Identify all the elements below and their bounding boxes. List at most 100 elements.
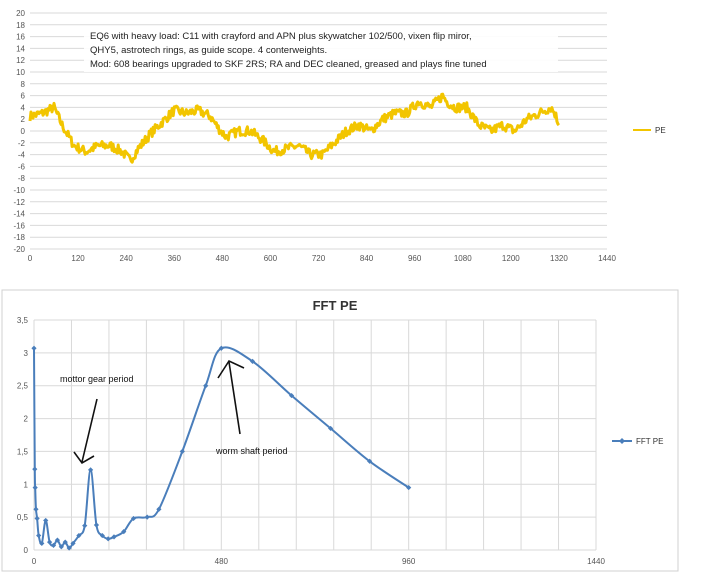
fft-y-tick-label: 2 <box>24 415 29 424</box>
fft-x-tick-label: 0 <box>32 557 37 566</box>
fft-y-tick-label: 1,5 <box>17 447 29 456</box>
fft-chart-title: FFT PE <box>313 298 358 313</box>
pe-y-tick-label: -20 <box>13 245 25 254</box>
fft-data-point <box>36 532 42 539</box>
pe-y-tick-label: -18 <box>13 233 25 242</box>
fft-data-point <box>367 458 373 464</box>
fft-data-point <box>111 534 117 540</box>
pe-y-tick-label: -10 <box>13 186 25 195</box>
fft-legend-marker <box>619 438 625 444</box>
pe-y-tick-label: -14 <box>13 210 25 219</box>
fft-data-point <box>87 467 94 473</box>
fft-data-point <box>99 532 105 539</box>
fft-chart-x-ticks: 0 480 960 1440 <box>32 557 606 566</box>
pe-annotation-line-3: Mod: 608 bearings upgraded to SKF 2RS; R… <box>90 59 487 70</box>
pe-chart-y-ticks: 20181614121086420-2-4-6-8-10-12-14-16-18… <box>13 9 25 254</box>
pe-x-tick-label: 600 <box>264 254 278 263</box>
fft-data-point <box>43 517 49 524</box>
fft-series-line <box>33 346 410 549</box>
fft-data-point <box>62 539 68 545</box>
pe-y-tick-label: 12 <box>16 56 25 65</box>
fft-data-point <box>249 358 256 364</box>
pe-y-tick-label: -12 <box>13 198 25 207</box>
fft-data-point <box>70 540 76 547</box>
pe-x-tick-label: 120 <box>71 254 85 263</box>
fft-data-point <box>58 544 64 550</box>
pe-x-tick-label: 840 <box>360 254 374 263</box>
pe-x-tick-label: 1320 <box>550 254 568 263</box>
pe-x-tick-label: 1080 <box>454 254 472 263</box>
pe-series-line <box>28 92 561 164</box>
fft-y-tick-label: 2,5 <box>17 382 29 391</box>
fft-data-point <box>50 542 57 548</box>
fft-data-point <box>288 392 295 399</box>
worm-shaft-annotation: worm shaft period <box>215 446 288 456</box>
fft-data-point <box>66 545 72 551</box>
pe-y-tick-label: 2 <box>21 115 26 124</box>
fft-data-point <box>179 448 185 455</box>
pe-annotation-line-1: EQ6 with heavy load: C11 with crayford a… <box>90 31 472 42</box>
fft-y-tick-label: 3 <box>24 349 29 358</box>
fft-data-point <box>31 345 37 351</box>
pe-y-tick-label: 4 <box>21 103 26 112</box>
fft-data-point <box>39 540 45 547</box>
pe-y-tick-label: 10 <box>16 68 25 77</box>
pe-y-tick-label: -8 <box>18 174 26 183</box>
pe-annotation-box <box>84 26 558 72</box>
fft-data-point <box>32 484 38 491</box>
fft-x-tick-label: 1440 <box>587 557 605 566</box>
pe-y-tick-label: 16 <box>16 33 25 42</box>
pe-x-tick-label: 0 <box>28 254 33 263</box>
pe-y-tick-label: 8 <box>21 80 26 89</box>
pe-legend-label: PE <box>655 126 666 135</box>
fft-data-point <box>144 514 150 520</box>
fft-chart-frame <box>1 289 679 572</box>
fft-chart-gridlines <box>33 319 597 551</box>
fft-legend-label: FFT PE <box>636 437 663 446</box>
fft-y-tick-label: 1 <box>24 480 29 489</box>
mottor-gear-arrow <box>73 398 98 465</box>
pe-y-tick-label: -4 <box>18 151 26 160</box>
fft-y-tick-label: 3,5 <box>17 316 29 325</box>
fft-x-tick-label: 960 <box>402 557 416 566</box>
fft-data-point <box>218 345 224 351</box>
pe-annotation-line-2: QHY5, astrotech rings, as guide scope. 4… <box>90 45 327 56</box>
fft-data-point <box>33 506 39 512</box>
fft-data-point <box>328 425 334 432</box>
fft-data-point <box>54 537 61 543</box>
fft-data-point <box>76 532 82 539</box>
pe-y-tick-label: 14 <box>16 44 25 53</box>
pe-y-tick-label: 20 <box>16 9 25 18</box>
pe-chart: 20181614121086420-2-4-6-8-10-12-14-16-18… <box>13 9 666 263</box>
fft-y-tick-label: 0,5 <box>17 513 29 522</box>
pe-y-tick-label: 0 <box>21 127 26 136</box>
pe-y-tick-label: -6 <box>18 162 26 171</box>
pe-x-tick-label: 1440 <box>598 254 616 263</box>
mottor-gear-annotation: mottor gear period <box>60 374 134 384</box>
pe-x-tick-label: 1200 <box>502 254 520 263</box>
pe-x-tick-label: 960 <box>408 254 422 263</box>
fft-data-point <box>93 522 100 528</box>
fft-data-point <box>47 539 53 545</box>
fft-data-point <box>156 506 162 512</box>
fft-data-point <box>203 383 209 389</box>
pe-chart-x-ticks: 0 120 240 360 480 600 720 840 960 1080 1200 1320 144… <box>28 254 617 263</box>
fft-data-point <box>105 536 111 542</box>
fft-data-point <box>34 515 40 522</box>
pe-y-tick-label: 6 <box>21 92 26 101</box>
fft-data-point <box>121 529 127 535</box>
fft-y-tick-label: 0 <box>24 546 29 555</box>
pe-x-tick-label: 360 <box>168 254 182 263</box>
fft-series-points <box>31 345 412 551</box>
pe-x-tick-label: 480 <box>216 254 230 263</box>
pe-x-tick-label: 240 <box>119 254 133 263</box>
worm-shaft-arrow <box>217 359 245 435</box>
fft-data-point <box>82 523 88 529</box>
pe-y-tick-label: 18 <box>16 21 25 30</box>
fft-data-point <box>406 484 412 491</box>
fft-x-tick-label: 480 <box>215 557 229 566</box>
pe-y-tick-label: -16 <box>13 221 25 230</box>
fft-data-point <box>130 515 137 522</box>
pe-y-tick-label: -2 <box>18 139 26 148</box>
